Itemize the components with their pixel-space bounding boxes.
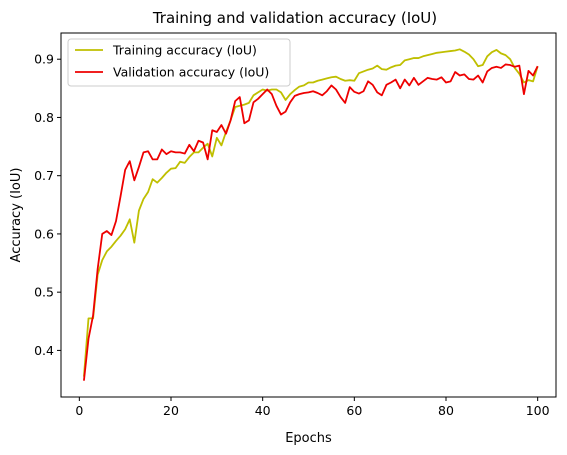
x-axis-title: Epochs [285, 431, 332, 446]
x-tick-label: 60 [346, 403, 362, 418]
x-tick-label: 100 [526, 403, 550, 418]
y-tick-label: 0.7 [34, 168, 54, 183]
legend-label-training: Training accuracy (IoU) [112, 43, 257, 58]
y-tick-label: 0.5 [34, 285, 54, 300]
plot-frame [60, 32, 557, 398]
training-accuracy-line [83, 48, 539, 377]
x-tick-label: 40 [255, 403, 271, 418]
y-axis-title: Accuracy (IoU) [9, 168, 24, 263]
series-layer [83, 48, 539, 381]
y-tick-label: 0.4 [34, 343, 54, 358]
legend-box [67, 38, 291, 87]
x-tick-label: 20 [163, 403, 179, 418]
legend: Training accuracy (IoU) Validation accur… [67, 38, 291, 87]
y-tick-label: 0.9 [34, 52, 54, 67]
x-tick-label: 80 [438, 403, 454, 418]
tick-layer: 0 20 40 60 80 100 0.4 0.5 0.6 0.7 0.8 0.9 [34, 52, 550, 418]
y-tick-label: 0.6 [34, 226, 54, 241]
legend-label-validation: Validation accuracy (IoU) [113, 65, 269, 80]
x-tick-label: 0 [75, 403, 83, 418]
validation-accuracy-line [83, 63, 539, 381]
chart-title: Training and validation accuracy (IoU) [152, 9, 437, 27]
y-tick-label: 0.8 [34, 110, 54, 125]
